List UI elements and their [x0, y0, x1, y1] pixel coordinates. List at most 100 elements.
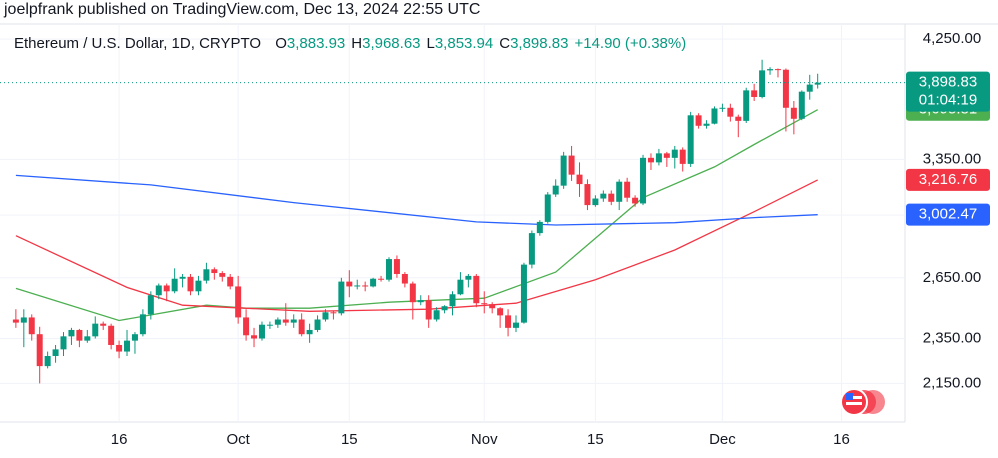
candle-body: [655, 153, 662, 163]
candle-body: [449, 294, 456, 307]
y-tick-label: 3,350.00: [923, 150, 981, 167]
candle-body: [751, 90, 758, 97]
candle-body: [473, 275, 480, 304]
candle-body: [401, 273, 408, 284]
candle-body: [44, 355, 51, 367]
axes: 4,250.003,350.003,000.002,650.002,350.00…: [111, 30, 990, 448]
candle-body: [584, 184, 591, 206]
candle-body: [544, 194, 551, 222]
candle-body: [409, 283, 416, 303]
candle-body: [727, 107, 734, 117]
candle-body: [528, 233, 535, 265]
candle-body: [378, 278, 385, 280]
candle-body: [12, 319, 19, 323]
candle-body: [68, 329, 75, 337]
candle-body: [632, 197, 639, 204]
candle-body: [28, 317, 35, 335]
candle-body: [100, 323, 107, 326]
plot: [0, 59, 905, 384]
candle-body: [647, 157, 654, 163]
candle-body: [719, 107, 726, 109]
candle-body: [806, 84, 813, 92]
candle-body: [187, 276, 194, 292]
candle-body: [616, 181, 623, 202]
candle-body: [147, 295, 154, 315]
candle-body: [441, 306, 448, 311]
candle-body: [52, 349, 59, 356]
candle-body: [282, 319, 289, 323]
candle-body: [60, 336, 67, 350]
y-tick-label: 2,350.00: [923, 329, 981, 346]
price-box: [906, 168, 990, 191]
x-tick-label: Nov: [471, 431, 498, 448]
candle-body: [640, 157, 647, 204]
candle-body: [425, 300, 432, 320]
candle-body: [298, 319, 305, 335]
candle-body: [552, 185, 559, 195]
countdown: 01:04:19: [919, 92, 977, 109]
candle-body: [774, 69, 781, 71]
legend-key: O: [275, 35, 287, 52]
candle-body: [393, 259, 400, 274]
candle-body: [671, 149, 678, 158]
legend-key: L: [427, 35, 435, 52]
candle-body: [417, 300, 424, 303]
x-tick-label: 16: [833, 431, 850, 448]
candle-body: [258, 324, 265, 339]
price-box-label: 3,002.47: [919, 206, 977, 223]
legend-value: 3,968.63: [362, 35, 420, 52]
candle-body: [124, 340, 131, 352]
candle-body: [243, 317, 250, 336]
candle-body: [346, 281, 353, 287]
candle-body: [211, 269, 218, 274]
candle-body: [354, 285, 361, 287]
candle-body: [433, 310, 440, 320]
candle-body: [687, 115, 694, 164]
candle-body: [735, 116, 742, 121]
candle-body: [608, 193, 615, 202]
candle-body: [290, 319, 297, 323]
x-tick-label: Dec: [709, 431, 736, 448]
candle-body: [663, 153, 670, 158]
candle-body: [695, 115, 702, 126]
candle-body: [505, 315, 512, 328]
candle-body: [465, 275, 472, 280]
candle-body: [235, 286, 242, 318]
candle-body: [743, 90, 750, 121]
candle-body: [481, 303, 488, 305]
candle-body: [489, 304, 496, 309]
ma-line: [15, 179, 818, 312]
candle-body: [92, 323, 99, 337]
candle-body: [131, 334, 138, 341]
y-tick-label: 2,150.00: [923, 374, 981, 391]
candle-body: [330, 312, 337, 314]
candle-body: [251, 335, 258, 339]
candle-body: [84, 336, 91, 341]
candle-body: [227, 276, 234, 287]
ma-line: [15, 174, 818, 226]
candle-body: [457, 279, 464, 295]
candle-body: [711, 108, 718, 124]
candle-body: [536, 221, 543, 234]
price-box: [906, 203, 990, 226]
candle-body: [679, 149, 686, 164]
candle-body: [306, 329, 313, 335]
candle-body: [338, 281, 345, 314]
candle-body: [513, 322, 520, 328]
candle-body: [576, 174, 583, 185]
candle-body: [385, 259, 392, 280]
candle-body: [798, 91, 805, 119]
candle-body: [600, 193, 607, 199]
ma-line: [15, 109, 819, 322]
legend-key: C: [499, 35, 510, 52]
candle-body: [195, 280, 202, 292]
header: joelpfrank published on TradingView.com,…: [3, 1, 480, 18]
candle-body: [703, 123, 710, 126]
candle-body: [497, 308, 504, 316]
price-box: [906, 71, 990, 112]
candle-body: [520, 264, 527, 323]
candle-body: [266, 324, 273, 326]
logo: [840, 388, 885, 416]
